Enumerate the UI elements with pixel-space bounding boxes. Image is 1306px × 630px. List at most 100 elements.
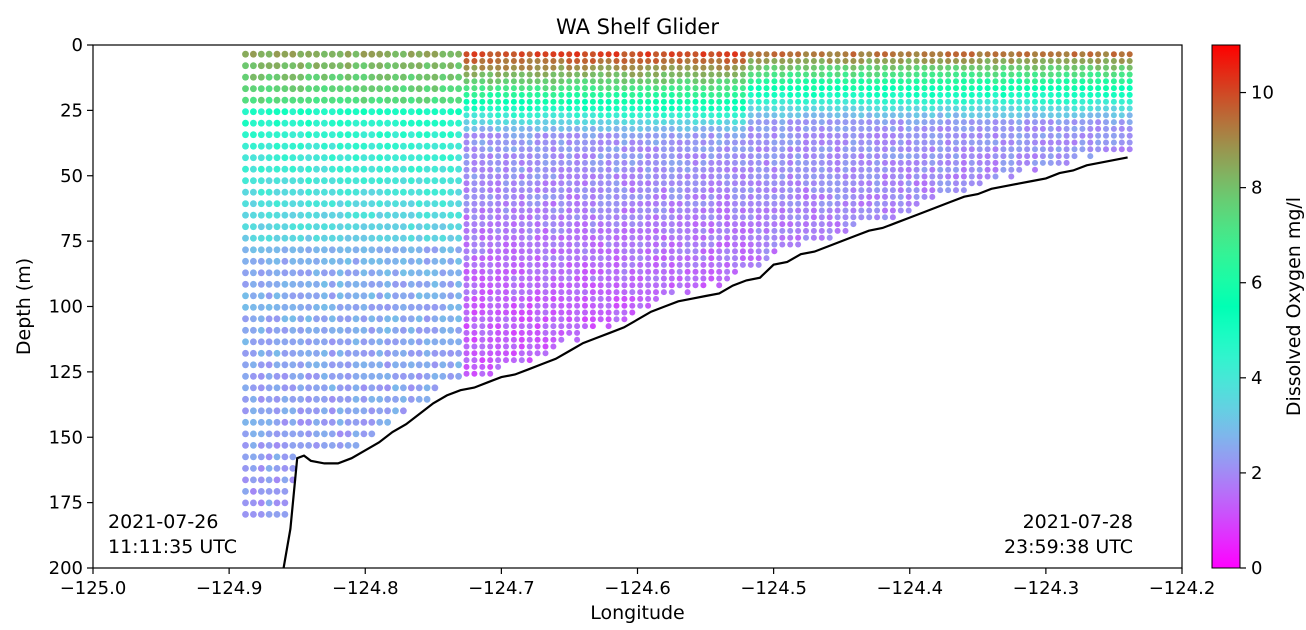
data-point xyxy=(1032,71,1038,78)
data-point xyxy=(1047,146,1054,153)
data-point xyxy=(518,139,525,146)
data-point xyxy=(1000,119,1007,126)
data-point xyxy=(321,292,328,300)
data-point xyxy=(510,139,517,146)
data-point xyxy=(803,173,809,180)
data-point xyxy=(984,119,991,126)
data-point xyxy=(684,193,691,200)
data-point xyxy=(826,58,833,64)
data-point xyxy=(384,246,391,254)
data-point xyxy=(360,292,368,300)
data-point xyxy=(913,146,920,153)
data-point xyxy=(550,275,557,282)
data-point xyxy=(968,91,975,98)
data-point xyxy=(574,221,581,228)
data-point xyxy=(732,105,738,112)
data-point xyxy=(558,261,565,268)
data-point xyxy=(747,105,754,112)
data-point xyxy=(305,223,312,231)
data-point xyxy=(534,248,541,255)
data-point xyxy=(510,71,517,78)
data-point xyxy=(400,200,407,208)
data-point xyxy=(250,85,257,93)
data-point xyxy=(1039,78,1046,85)
data-point xyxy=(242,280,249,288)
data-point xyxy=(1016,64,1023,71)
data-point xyxy=(692,91,699,98)
data-point xyxy=(763,146,770,153)
data-point xyxy=(463,323,470,330)
data-point xyxy=(826,91,833,98)
data-point xyxy=(1039,153,1046,160)
data-point xyxy=(1087,112,1094,119)
data-point xyxy=(313,154,320,162)
data-point xyxy=(376,246,384,254)
data-point xyxy=(692,125,699,132)
data-point xyxy=(810,173,817,180)
data-point xyxy=(526,221,533,228)
data-point xyxy=(960,58,967,64)
data-point xyxy=(937,153,944,160)
data-point xyxy=(471,180,478,187)
data-point xyxy=(550,166,557,173)
data-point xyxy=(858,125,865,132)
data-point xyxy=(558,227,565,234)
data-point xyxy=(866,85,873,92)
bathymetry-line-group xyxy=(282,156,1128,568)
data-point xyxy=(242,361,249,369)
data-point xyxy=(621,275,628,282)
data-point xyxy=(479,336,486,343)
data-point xyxy=(423,303,431,311)
data-point xyxy=(487,227,494,234)
data-point xyxy=(660,91,667,98)
data-point xyxy=(281,407,289,415)
data-point xyxy=(637,153,644,160)
data-point xyxy=(629,85,636,92)
data-point xyxy=(510,200,517,207)
data-point xyxy=(960,71,967,78)
data-point xyxy=(858,166,865,173)
data-point xyxy=(503,261,509,268)
data-point xyxy=(732,98,738,105)
data-point xyxy=(1110,51,1117,58)
data-point xyxy=(265,96,273,104)
data-point xyxy=(960,105,967,112)
data-point xyxy=(503,139,509,146)
data-point xyxy=(929,125,936,132)
data-point xyxy=(368,85,376,93)
data-point xyxy=(265,131,273,139)
data-point xyxy=(866,193,873,200)
data-point xyxy=(818,173,825,180)
data-point xyxy=(321,246,328,254)
data-point xyxy=(1016,105,1023,112)
data-point xyxy=(447,234,455,242)
data-point xyxy=(889,112,896,119)
data-point xyxy=(273,85,281,93)
data-point xyxy=(1055,153,1062,160)
data-point xyxy=(597,58,604,64)
data-point xyxy=(1024,159,1031,166)
data-point xyxy=(526,241,533,248)
data-point xyxy=(660,146,667,153)
data-point xyxy=(960,98,967,105)
data-point xyxy=(558,241,565,248)
data-point xyxy=(242,165,249,173)
data-point xyxy=(495,159,502,166)
data-point xyxy=(558,78,565,85)
data-point xyxy=(787,221,794,228)
data-point xyxy=(297,292,305,300)
data-point xyxy=(550,261,557,268)
data-point xyxy=(392,188,399,196)
data-point xyxy=(621,166,628,173)
data-point xyxy=(242,384,249,392)
data-point xyxy=(503,302,509,309)
data-point xyxy=(645,146,652,153)
data-point xyxy=(1087,132,1094,139)
data-point xyxy=(1110,105,1117,112)
data-point xyxy=(795,119,802,126)
data-point xyxy=(352,96,360,104)
data-point xyxy=(242,177,249,185)
data-point xyxy=(1095,78,1102,85)
data-point xyxy=(368,292,376,300)
data-point xyxy=(803,132,809,139)
